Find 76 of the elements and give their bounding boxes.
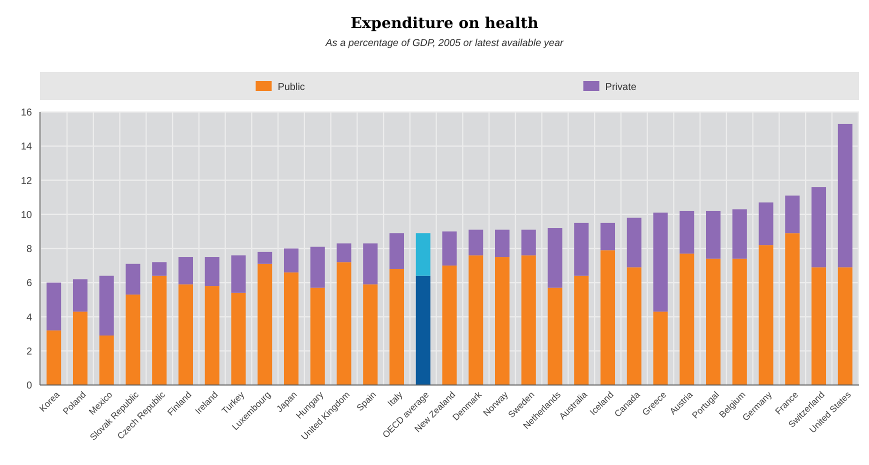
bar [258, 252, 272, 264]
chart-title: Expenditure on health [350, 14, 539, 32]
bar [732, 209, 747, 259]
bar [231, 292, 246, 385]
y-tick-label: 4 [26, 312, 32, 324]
bar [812, 267, 826, 385]
bar [310, 246, 325, 288]
bar [442, 231, 457, 266]
bar [706, 258, 721, 385]
bar [258, 264, 272, 385]
bar [680, 254, 694, 385]
bar [99, 276, 114, 336]
bar [732, 258, 747, 385]
bar [99, 336, 114, 385]
bar [758, 245, 774, 385]
bar [495, 230, 510, 258]
bar [521, 255, 536, 385]
bar [152, 262, 167, 276]
bar [416, 276, 430, 385]
bar [126, 264, 140, 295]
y-tick-label: 0 [26, 380, 32, 392]
bar [336, 243, 352, 262]
bar [495, 257, 510, 385]
y-tick-label: 12 [20, 176, 32, 187]
bar [152, 276, 167, 385]
bar [600, 222, 616, 250]
bar [653, 212, 668, 312]
y-tick-label: 14 [20, 142, 32, 153]
legend-label: Private [605, 82, 637, 93]
bar [468, 255, 484, 385]
bar [785, 233, 800, 385]
bar [653, 312, 668, 385]
x-tick-label: Italy [386, 389, 405, 408]
bar [363, 243, 378, 284]
bar [785, 196, 800, 234]
bar [126, 294, 140, 385]
bar [284, 272, 298, 385]
bar [521, 230, 536, 256]
bar [416, 233, 430, 276]
bar [310, 288, 325, 385]
bar [626, 218, 642, 268]
y-tick-label: 16 [20, 108, 32, 118]
bar [204, 257, 220, 286]
bar [284, 248, 298, 272]
bar [838, 124, 852, 268]
bar [336, 262, 352, 385]
bar [72, 312, 88, 385]
bar [231, 255, 246, 293]
legend-label: Public [278, 82, 305, 93]
bar [812, 187, 826, 268]
bar [758, 202, 774, 246]
bar [574, 276, 589, 385]
bar [178, 284, 193, 385]
bar [363, 284, 378, 385]
bar [389, 268, 404, 385]
bar [72, 279, 88, 312]
bar [838, 267, 852, 385]
bar [626, 267, 642, 385]
bar [389, 233, 404, 269]
bar [680, 210, 694, 254]
bar [46, 330, 62, 385]
y-tick-label: 6 [26, 278, 32, 290]
y-tick-label: 2 [26, 346, 32, 358]
y-tick-label: 8 [26, 244, 32, 255]
bar [178, 257, 193, 284]
bar [706, 210, 721, 259]
bar [46, 282, 62, 330]
bar [204, 286, 220, 385]
y-tick-label: 10 [20, 210, 32, 221]
chart-subtitle: As a percentage of GDP, 2005 or latest available year [324, 38, 564, 49]
bar [548, 228, 562, 288]
bar [468, 230, 484, 256]
bar [574, 222, 589, 276]
bar [600, 250, 616, 385]
bar [548, 288, 562, 385]
bar [442, 266, 457, 385]
